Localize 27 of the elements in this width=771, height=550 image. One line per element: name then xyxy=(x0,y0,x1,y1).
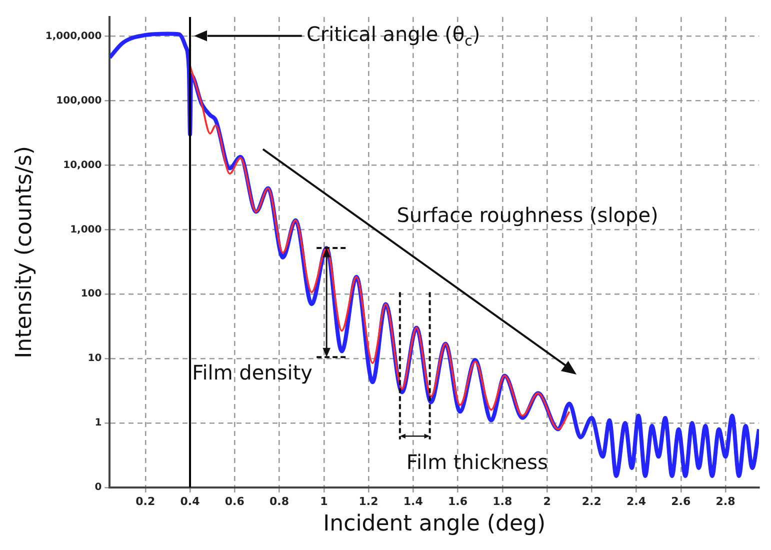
annotation: Film thickness xyxy=(406,450,548,474)
y-tick-label: 1 xyxy=(94,418,102,429)
y-tick-label: 0 xyxy=(94,482,102,493)
x-tick-label: 1 xyxy=(320,494,328,508)
x-tick-label: 2.8 xyxy=(716,494,736,508)
x-tick-label: 2 xyxy=(543,494,551,508)
annotation: Surface roughness (slope) xyxy=(396,203,658,228)
x-tick-label: 0.2 xyxy=(136,494,156,508)
x-axis-title: Incident angle (deg) xyxy=(323,512,546,537)
x-tick-label: 2.4 xyxy=(626,494,646,508)
y-tick-label: 1,000,000 xyxy=(45,30,102,42)
x-tick-label: 1.4 xyxy=(403,494,424,508)
x-tick-label: 0.4 xyxy=(180,494,200,508)
y-tick-label: 100 xyxy=(80,288,102,300)
y-tick-label: 10 xyxy=(88,353,102,364)
x-tick-label: 0.6 xyxy=(224,494,245,508)
y-tick-label: 100,000 xyxy=(56,95,102,106)
y-tick-label: 10,000 xyxy=(63,160,102,171)
annotation: Film density xyxy=(192,360,313,385)
x-tick-label: 2.2 xyxy=(582,494,602,508)
y-axis-title: Intensity (counts/s) xyxy=(12,146,37,358)
x-tick-label: 1.6 xyxy=(448,494,468,508)
x-tick-label: 0.8 xyxy=(270,494,290,508)
x-tick-label: 2.6 xyxy=(671,494,691,508)
y-tick-label: 1,000 xyxy=(70,224,102,236)
x-tick-label: 1.2 xyxy=(358,494,378,508)
x-tick-label: 1.8 xyxy=(492,494,512,508)
